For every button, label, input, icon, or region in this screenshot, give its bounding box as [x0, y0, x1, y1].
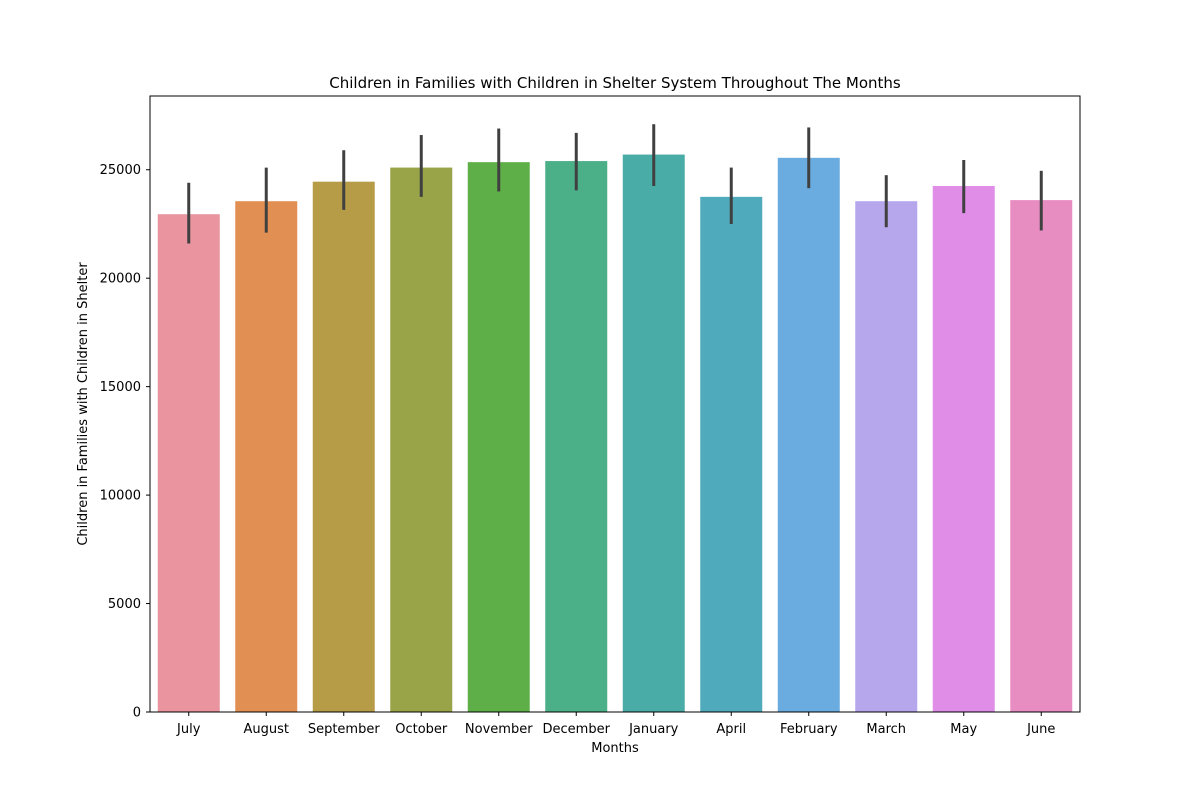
x-tick-label: September	[308, 722, 381, 737]
chart-title: Children in Families with Children in Sh…	[329, 74, 901, 92]
bar-october	[390, 167, 453, 713]
bar-january	[622, 154, 685, 713]
x-tick-label: March	[866, 722, 906, 737]
x-tick-label: July	[176, 722, 201, 737]
y-tick-label: 5000	[108, 597, 141, 612]
x-tick-label: November	[465, 722, 533, 737]
bar-november	[467, 162, 530, 713]
axes-layer	[149, 95, 1081, 713]
bar-august	[235, 201, 298, 712]
y-tick-label: 0	[133, 706, 141, 721]
y-tick-label: 15000	[100, 380, 141, 395]
y-tick-label: 20000	[100, 272, 141, 287]
bar-july	[157, 214, 220, 712]
bar-may	[932, 186, 995, 712]
y-tick-label: 25000	[100, 163, 141, 178]
x-axis-label: Months	[591, 741, 639, 756]
x-tick-label: December	[543, 722, 611, 737]
bar-april	[700, 196, 763, 713]
x-ticks: July August September October November Decemb…	[176, 712, 1055, 737]
bar-march	[855, 201, 918, 712]
x-tick-label: April	[716, 722, 746, 737]
x-tick-label: January	[628, 722, 679, 737]
x-tick-label: May	[950, 722, 977, 737]
y-axis-label: Children in Families with Children in Sh…	[76, 262, 91, 546]
bar-september	[312, 181, 375, 713]
x-tick-label: August	[244, 722, 290, 737]
y-tick-label: 10000	[100, 489, 141, 504]
plot-frame	[149, 95, 1081, 713]
x-tick-label: June	[1026, 722, 1055, 737]
y-ticks: 0 5000 10000 15000 20000 25000	[100, 163, 150, 721]
bars-layer	[157, 154, 1073, 713]
error-bars-layer	[187, 124, 1043, 244]
bar-february	[777, 157, 840, 712]
x-tick-label: October	[395, 722, 448, 737]
bar-december	[545, 161, 608, 712]
bar-june	[1010, 200, 1073, 712]
x-tick-label: February	[780, 722, 838, 737]
